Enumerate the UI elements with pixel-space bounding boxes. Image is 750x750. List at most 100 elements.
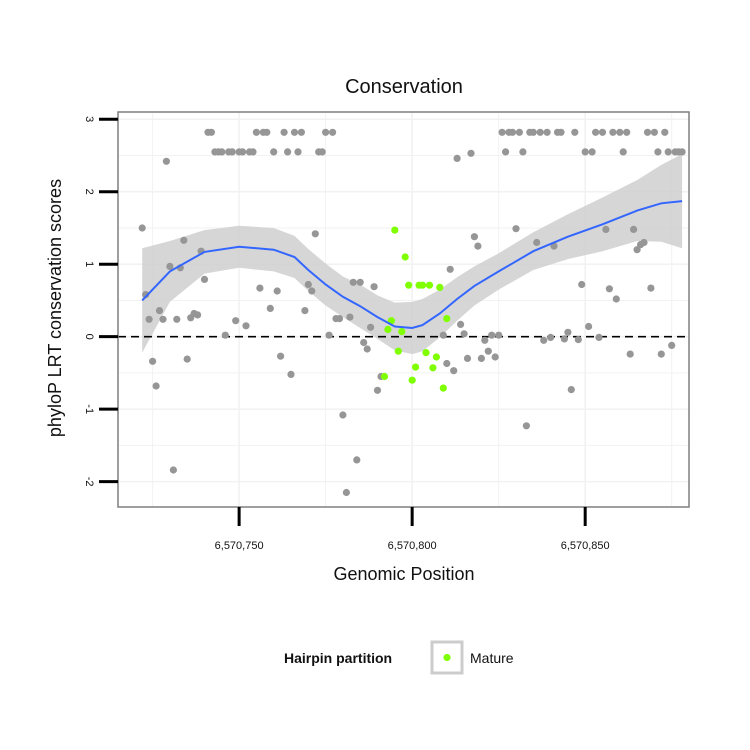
mature-point <box>429 364 437 372</box>
other-point <box>470 233 478 241</box>
other-point <box>481 336 489 344</box>
y-tick-label: 3 <box>83 116 95 122</box>
other-point <box>560 335 569 343</box>
other-point <box>657 350 665 358</box>
other-point <box>325 331 333 339</box>
mature-point <box>405 281 413 289</box>
other-point <box>356 278 364 286</box>
mature-point <box>422 349 430 357</box>
other-point <box>522 422 531 430</box>
other-point <box>519 148 527 156</box>
chart-title: Conservation <box>345 76 463 98</box>
other-point <box>588 148 596 156</box>
mature-point <box>412 363 420 371</box>
other-point <box>228 148 236 156</box>
other-point <box>533 238 541 247</box>
other-point <box>173 315 181 323</box>
other-point <box>463 354 472 362</box>
other-point <box>183 355 191 363</box>
other-point <box>612 295 620 303</box>
other-point <box>280 128 288 136</box>
other-point <box>149 357 157 365</box>
other-point <box>367 323 375 331</box>
other-point <box>443 359 451 368</box>
other-point <box>502 148 510 156</box>
other-point <box>640 238 648 247</box>
y-tick-label: 0 <box>83 334 95 340</box>
other-point <box>488 331 496 339</box>
other-point <box>180 236 188 244</box>
x-tick-label: 6,570,850 <box>561 540 610 552</box>
other-point <box>232 317 240 325</box>
mature-point <box>394 347 402 355</box>
mature-point <box>384 325 392 333</box>
other-point <box>457 320 465 328</box>
other-point <box>346 313 354 321</box>
other-point <box>623 128 631 136</box>
other-point <box>329 128 337 136</box>
plot-panel-border <box>117 111 690 508</box>
other-point <box>311 230 319 238</box>
x-axis: 6,570,750 6,570,800 6,570,850 <box>215 507 610 552</box>
other-point <box>626 350 634 358</box>
other-point <box>602 225 610 233</box>
other-point <box>308 287 316 295</box>
other-point <box>498 128 506 136</box>
other-point <box>515 128 524 136</box>
other-point <box>363 345 371 353</box>
other-point <box>536 128 544 136</box>
other-point <box>290 128 299 136</box>
y-tick-label: 2 <box>83 189 95 195</box>
other-point <box>647 284 655 292</box>
other-point <box>605 285 614 293</box>
smooth-fit-line <box>141 200 683 330</box>
mature-point <box>425 281 434 289</box>
other-point <box>353 456 361 464</box>
mature-point <box>443 315 451 323</box>
mature-point <box>436 283 444 291</box>
other-point <box>571 128 579 136</box>
other-point <box>207 128 215 136</box>
other-point <box>668 341 676 349</box>
confidence-ribbon <box>142 154 683 355</box>
mature-point <box>391 226 399 234</box>
other-point <box>474 242 482 250</box>
other-point <box>578 280 586 289</box>
other-point <box>273 287 281 295</box>
other-point <box>270 148 278 156</box>
other-point <box>349 278 357 286</box>
y-axis: -2 -1 0 1 2 3 <box>83 116 118 486</box>
other-point <box>654 148 662 156</box>
other-point <box>294 148 302 156</box>
other-point <box>266 304 274 312</box>
other-point <box>446 265 454 273</box>
other-point <box>595 333 603 341</box>
other-point <box>574 336 582 344</box>
other-point <box>661 128 669 136</box>
other-point <box>484 347 492 355</box>
other-point <box>373 386 382 394</box>
other-point <box>284 148 292 156</box>
mature-point <box>418 281 427 289</box>
other-point <box>453 154 461 162</box>
other-point <box>360 338 368 347</box>
other-point <box>508 128 517 136</box>
other-point <box>159 315 167 323</box>
other-point <box>169 466 177 474</box>
y-tick-label: -2 <box>83 477 95 487</box>
other-point <box>335 315 344 323</box>
other-point <box>495 331 503 339</box>
other-point <box>564 328 572 336</box>
other-point <box>138 224 146 232</box>
y-tick-label: 1 <box>83 261 95 267</box>
other-point <box>529 128 537 136</box>
scatter-points <box>138 128 686 497</box>
other-point <box>512 225 520 233</box>
legend-label-mature: Mature <box>470 650 514 666</box>
other-point <box>633 246 641 254</box>
other-point <box>460 330 468 338</box>
other-point <box>557 128 565 136</box>
other-point <box>242 322 250 330</box>
y-axis-title: phyloP LRT conservation scores <box>45 179 65 437</box>
mature-point <box>439 384 447 392</box>
